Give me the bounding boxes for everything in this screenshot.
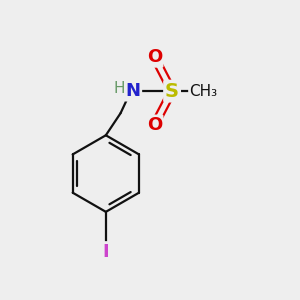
Text: O: O bbox=[147, 116, 162, 134]
Text: I: I bbox=[103, 243, 109, 261]
Text: O: O bbox=[147, 48, 162, 66]
Text: CH₃: CH₃ bbox=[189, 84, 217, 99]
Text: H: H bbox=[114, 81, 125, 96]
Text: N: N bbox=[126, 82, 141, 100]
Text: S: S bbox=[165, 82, 179, 100]
